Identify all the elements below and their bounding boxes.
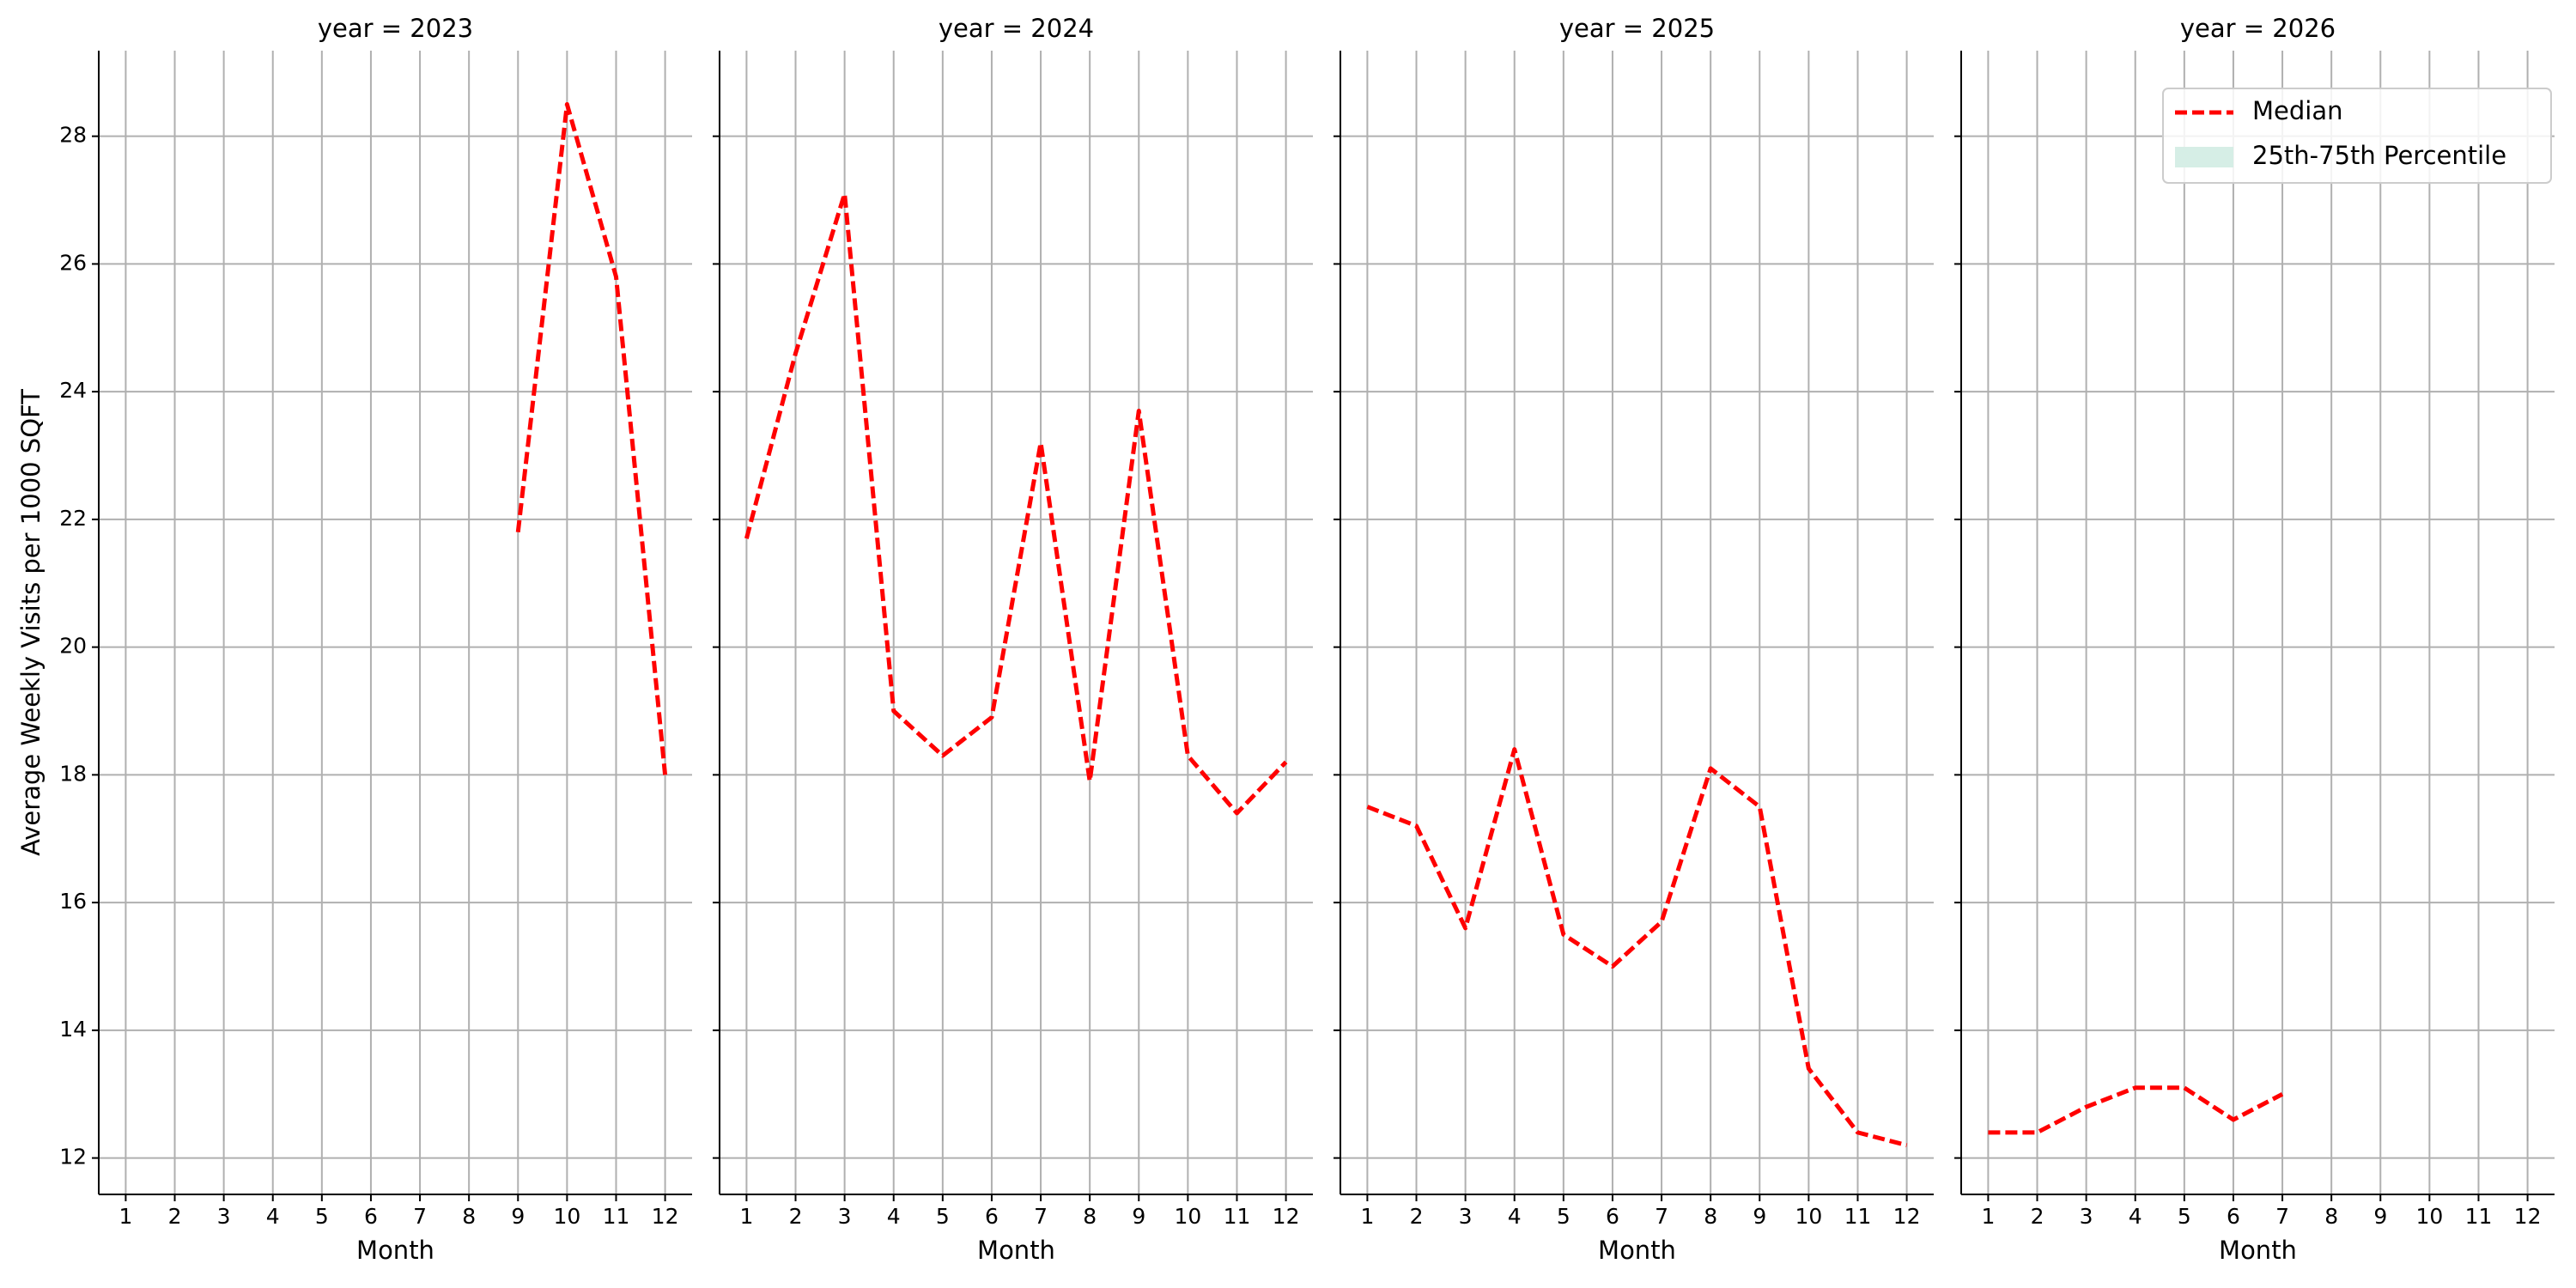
- legend-label: Median: [2252, 96, 2342, 125]
- x-axis-label: Month: [356, 1236, 434, 1265]
- panel-title: year = 2026: [2180, 14, 2336, 43]
- x-tick-label: 5: [936, 1204, 950, 1229]
- legend-box: [2162, 88, 2552, 184]
- x-tick-label: 2: [1410, 1204, 1424, 1229]
- legend-label: 25th-75th Percentile: [2252, 141, 2506, 170]
- x-tick-label: 7: [413, 1204, 427, 1229]
- y-axis-label: Average Weekly Visits per 1000 SQFT: [16, 389, 46, 856]
- x-tick-label: 1: [118, 1204, 132, 1229]
- x-tick-label: 9: [1132, 1204, 1145, 1229]
- x-tick-label: 2: [2031, 1204, 2044, 1229]
- x-tick-label: 7: [2275, 1204, 2289, 1229]
- x-tick-label: 9: [511, 1204, 525, 1229]
- x-tick-label: 7: [1034, 1204, 1048, 1229]
- panel-title: year = 2025: [1559, 14, 1715, 43]
- x-tick-label: 3: [838, 1204, 852, 1229]
- x-tick-label: 4: [887, 1204, 901, 1229]
- y-tick-label: 24: [59, 378, 87, 403]
- y-tick-label: 14: [59, 1017, 87, 1042]
- x-tick-label: 5: [1557, 1204, 1571, 1229]
- x-tick-label: 10: [1795, 1204, 1822, 1229]
- y-tick-label: 22: [59, 506, 87, 531]
- x-tick-label: 6: [985, 1204, 999, 1229]
- x-tick-label: 4: [266, 1204, 280, 1229]
- x-tick-label: 3: [1459, 1204, 1473, 1229]
- x-tick-label: 1: [739, 1204, 753, 1229]
- x-tick-label: 11: [1224, 1204, 1251, 1229]
- legend-band: [2175, 147, 2233, 167]
- x-tick-label: 4: [1508, 1204, 1522, 1229]
- y-tick-label: 20: [59, 634, 87, 659]
- x-tick-label: 8: [1704, 1204, 1717, 1229]
- x-tick-label: 12: [2514, 1204, 2542, 1229]
- x-tick-label: 1: [1360, 1204, 1374, 1229]
- x-tick-label: 2: [168, 1204, 182, 1229]
- x-tick-label: 10: [1174, 1204, 1201, 1229]
- x-tick-label: 6: [2227, 1204, 2240, 1229]
- x-tick-label: 1: [1981, 1204, 1995, 1229]
- x-axis-label: Month: [977, 1236, 1055, 1265]
- x-axis-label: Month: [2219, 1236, 2297, 1265]
- x-tick-label: 12: [1273, 1204, 1300, 1229]
- median-line: [744, 191, 1288, 816]
- y-tick-label: 18: [59, 761, 87, 786]
- y-tick-label: 26: [59, 250, 87, 275]
- y-tick-label: 28: [59, 123, 87, 148]
- x-tick-label: 11: [1844, 1204, 1872, 1229]
- x-tick-label: 10: [2415, 1204, 2443, 1229]
- x-tick-label: 12: [1893, 1204, 1921, 1229]
- x-tick-label: 10: [553, 1204, 580, 1229]
- x-tick-label: 3: [217, 1204, 231, 1229]
- x-tick-label: 9: [2373, 1204, 2387, 1229]
- y-tick-label: 16: [59, 889, 87, 914]
- x-axis-label: Month: [1598, 1236, 1676, 1265]
- y-tick-label: 12: [59, 1145, 87, 1170]
- panel-title: year = 2024: [939, 14, 1094, 43]
- x-tick-label: 8: [2324, 1204, 2338, 1229]
- x-tick-label: 5: [2178, 1204, 2191, 1229]
- median-line: [1988, 1085, 2284, 1135]
- x-tick-label: 11: [603, 1204, 630, 1229]
- x-tick-label: 7: [1655, 1204, 1668, 1229]
- x-tick-label: 12: [652, 1204, 679, 1229]
- x-tick-label: 8: [1083, 1204, 1097, 1229]
- x-tick-label: 3: [2080, 1204, 2093, 1229]
- median-line: [1366, 747, 1908, 1148]
- panel-title: year = 2023: [318, 14, 473, 43]
- x-tick-label: 9: [1753, 1204, 1766, 1229]
- x-tick-label: 4: [2129, 1204, 2142, 1229]
- x-tick-label: 6: [1606, 1204, 1619, 1229]
- x-tick-label: 6: [364, 1204, 378, 1229]
- x-tick-label: 2: [789, 1204, 803, 1229]
- median-line: [515, 101, 668, 775]
- x-tick-label: 8: [462, 1204, 476, 1229]
- x-tick-label: 5: [315, 1204, 329, 1229]
- x-tick-label: 11: [2465, 1204, 2493, 1229]
